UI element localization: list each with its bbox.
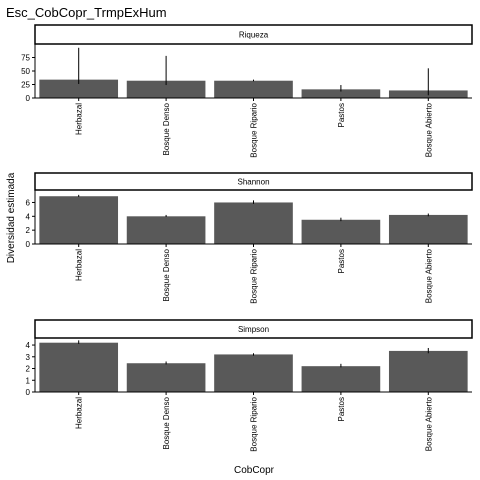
- x-tick-label: Pastos: [337, 397, 346, 421]
- x-tick-label: Pastos: [337, 103, 346, 127]
- y-tick-label: 6: [26, 198, 31, 207]
- x-tick-label: Bosque Abierto: [424, 102, 433, 157]
- y-tick-label: 4: [26, 341, 31, 350]
- x-tick-label: Bosque Abierto: [424, 248, 433, 303]
- bar: [301, 366, 381, 392]
- x-tick-label: Bosque Ripario: [250, 396, 259, 451]
- y-tick-label: 0: [26, 388, 31, 397]
- y-axis-title: Diversidad estimada: [6, 172, 17, 263]
- panel-riqueza: Riqueza 0 25 50 75 Herbazal Bosque Denso Bosque…: [21, 24, 473, 158]
- x-tick-label: Herbazal: [75, 397, 84, 429]
- y-tick-label: 25: [21, 81, 30, 90]
- y-tick-label: 50: [21, 67, 30, 76]
- strip-box: [34, 172, 473, 191]
- y-tick-label: 0: [26, 94, 31, 103]
- x-tick-label: Herbazal: [75, 103, 84, 135]
- bar: [126, 80, 206, 98]
- chart-title: Esc_CobCopr_TrmpExHum: [6, 5, 167, 20]
- bar: [301, 89, 381, 98]
- bar: [214, 202, 293, 244]
- strip-label: Shannon: [237, 178, 269, 187]
- x-tick-label: Bosque Ripario: [250, 102, 259, 157]
- x-axis-title: CobCopr: [234, 465, 275, 476]
- x-tick-label: Bosque Denso: [162, 248, 171, 301]
- y-tick-label: 3: [26, 353, 31, 362]
- y-tick-label: 2: [26, 365, 31, 374]
- y-tick-label: 0: [26, 240, 31, 249]
- strip-label: Riqueza: [239, 31, 269, 40]
- x-tick-label: Pastos: [337, 249, 346, 273]
- x-tick-label: Bosque Denso: [162, 102, 171, 155]
- facet-panels: Riqueza 0 25 50 75 Herbazal Bosque Denso Bosque…: [21, 24, 473, 452]
- strip-box: [34, 319, 473, 339]
- bar: [39, 196, 119, 244]
- strip-label: Simpson: [238, 325, 269, 334]
- y-tick-label: 75: [21, 54, 30, 63]
- bar: [214, 354, 293, 392]
- x-tick-label: Bosque Denso: [162, 396, 171, 449]
- x-tick-label: Bosque Ripario: [250, 248, 259, 303]
- bar: [214, 80, 293, 98]
- bar: [126, 216, 206, 244]
- bar: [39, 342, 119, 392]
- y-tick-label: 2: [26, 226, 31, 235]
- bar: [39, 79, 119, 98]
- y-tick-label: 4: [26, 212, 31, 221]
- panel-shannon: Shannon 0 2 4 6 Herbazal Bosque Denso Bosque Ri…: [26, 172, 473, 304]
- x-tick-label: Herbazal: [75, 249, 84, 281]
- y-tick-label: 1: [26, 376, 31, 385]
- strip-box: [34, 24, 473, 45]
- bar: [301, 219, 381, 244]
- panel-simpson: Simpson 0 1 2 3 4 Herbazal Bosque Denso Bosque R…: [26, 319, 473, 452]
- bar: [388, 214, 468, 244]
- bar: [388, 350, 468, 392]
- x-tick-label: Bosque Abierto: [424, 396, 433, 451]
- bar: [126, 363, 206, 392]
